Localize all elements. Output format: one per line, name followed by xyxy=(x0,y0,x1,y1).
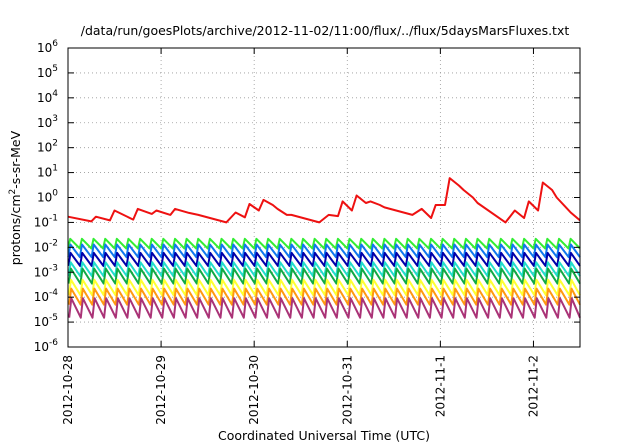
series-line xyxy=(68,287,581,306)
x-axis-label: Coordinated Universal Time (UTC) xyxy=(218,428,430,443)
chart-title: /data/run/goesPlots/archive/2012-11-02/1… xyxy=(81,23,570,38)
x-axis-ticks: 2012-10-28 2012-10-29 2012-10-30 2012-10-31… xyxy=(61,48,540,425)
y-tick-label: 105 xyxy=(37,64,58,80)
x-tick-label: 2012-11-2 xyxy=(526,355,540,417)
x-tick-label: 2012-10-28 xyxy=(61,355,75,425)
y-tick-label: 10-2 xyxy=(34,238,58,254)
series-line xyxy=(67,261,581,278)
x-tick-label: 2012-10-31 xyxy=(340,355,354,425)
x-tick-label: 2012-11-1 xyxy=(433,355,447,417)
y-tick-label: 103 xyxy=(37,114,58,130)
series-line xyxy=(67,251,581,267)
y-tick-label: 100 xyxy=(37,189,58,205)
series-layer xyxy=(67,177,581,319)
y-tick-label: 10-4 xyxy=(34,288,59,304)
series-line xyxy=(67,243,581,259)
y-tick-label: 102 xyxy=(37,139,58,155)
y-axis-ticks: 10-6 10-5 10-4 10-3 10-2 10-1 100 101 102 103 104 1… xyxy=(34,39,580,354)
x-tick-label: 2012-10-30 xyxy=(247,355,261,425)
series-line xyxy=(67,237,581,250)
series-line xyxy=(67,177,581,224)
y-tick-label: 10-5 xyxy=(34,313,58,329)
y-tick-label: 10-6 xyxy=(34,338,59,354)
x-tick-label: 2012-10-29 xyxy=(154,355,168,425)
y-tick-label: 10-1 xyxy=(34,213,58,229)
series-line xyxy=(67,278,581,297)
y-tick-label: 106 xyxy=(37,39,58,55)
y-tick-label: 101 xyxy=(37,164,58,180)
y-axis-label: protons/cm2-s-sr-MeV xyxy=(8,130,23,265)
y-tick-label: 10-3 xyxy=(34,263,58,279)
series-line xyxy=(68,297,581,319)
y-tick-label: 104 xyxy=(37,89,58,105)
series-line xyxy=(67,267,581,285)
